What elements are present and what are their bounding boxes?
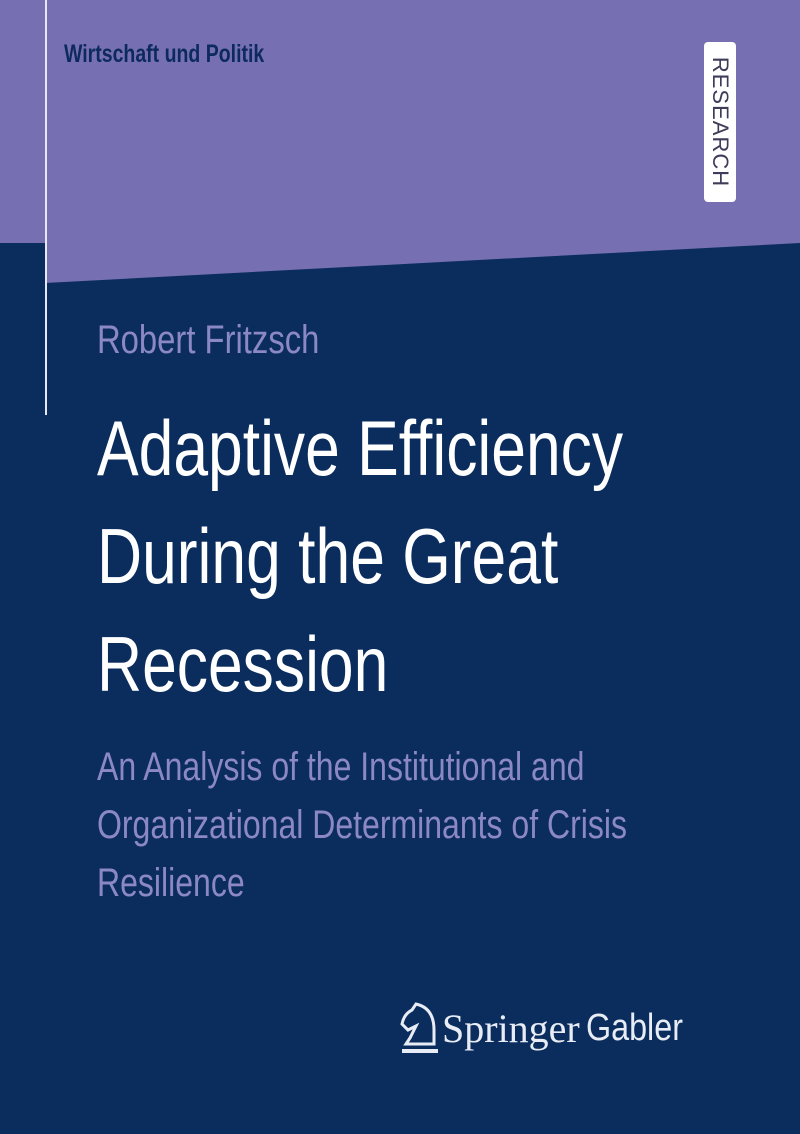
top-band [0,0,800,283]
research-badge: RESEARCH [704,42,736,202]
series-name: Wirtschaft und Politik [64,40,265,68]
chess-knight-icon [400,1002,438,1053]
badge-label: RESEARCH [708,56,733,188]
publisher-name-gabler: Gabler [585,1006,683,1049]
subtitle-line: An Analysis of the Institutional and [97,745,585,789]
book-title: Adaptive Efficiency During the Great Rec… [97,394,623,718]
author: Robert Fritzsch [97,318,320,362]
book-subtitle: An Analysis of the Institutional and Org… [97,738,627,912]
title-line: During the Great [97,512,559,600]
subtitle-line: Organizational Determinants of Crisis [97,803,627,847]
title-line: Recession [97,620,389,708]
subtitle-line: Resilience [97,861,245,905]
publisher-logo: Springer Gabler [398,1000,700,1056]
publisher-name-springer: Springer [442,1005,580,1051]
title-line: Adaptive Efficiency [97,404,624,492]
